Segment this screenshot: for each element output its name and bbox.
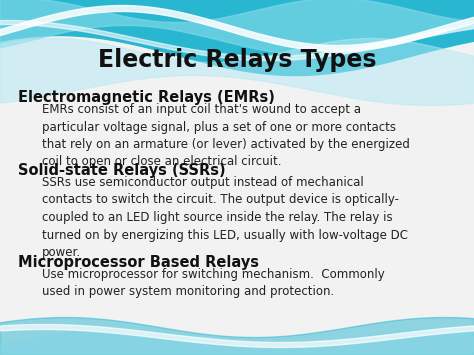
Text: Solid-state Relays (SSRs): Solid-state Relays (SSRs) — [18, 163, 226, 178]
Text: Electric Relays Types: Electric Relays Types — [98, 48, 376, 72]
Text: EMRs consist of an input coil that's wound to accept a
particular voltage signal: EMRs consist of an input coil that's wou… — [42, 103, 410, 169]
Text: Use microprocessor for switching mechanism.  Commonly
used in power system monit: Use microprocessor for switching mechani… — [42, 268, 385, 299]
Text: Electromagnetic Relays (EMRs): Electromagnetic Relays (EMRs) — [18, 90, 275, 105]
Text: SSRs use semiconductor output instead of mechanical
contacts to switch the circu: SSRs use semiconductor output instead of… — [42, 176, 408, 259]
Text: Microprocessor Based Relays: Microprocessor Based Relays — [18, 255, 259, 270]
